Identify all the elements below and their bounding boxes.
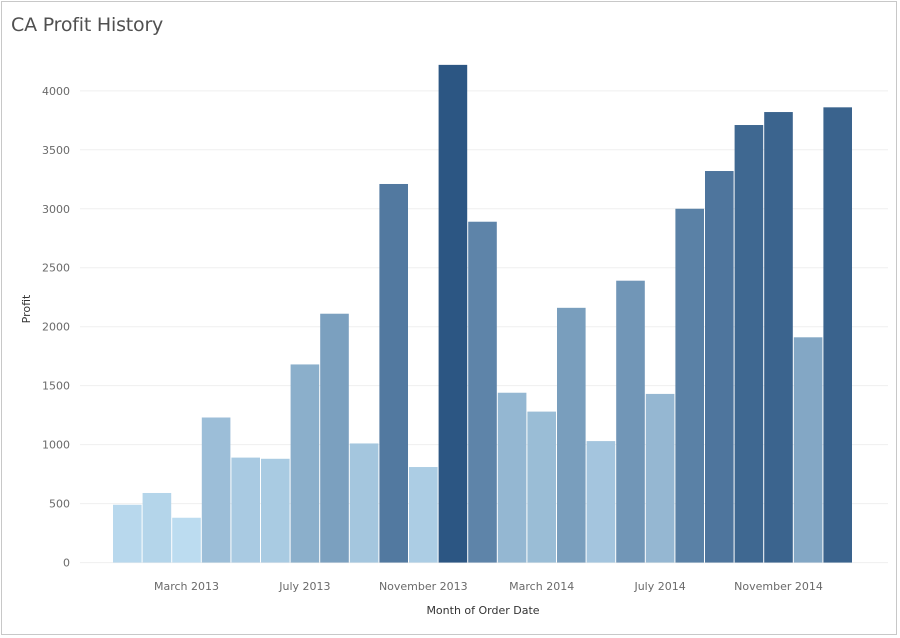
y-tick-label: 3500 <box>42 144 70 157</box>
x-tick-label: March 2014 <box>509 580 574 593</box>
x-tick-label: March 2013 <box>154 580 219 593</box>
bar-19 <box>645 393 675 563</box>
y-tick-label: 500 <box>49 498 70 511</box>
y-tick-label: 4000 <box>42 85 70 98</box>
bar-4 <box>201 417 231 563</box>
bar-15 <box>527 411 556 563</box>
y-tick-label: 3000 <box>42 203 70 216</box>
x-tick-label: November 2013 <box>379 580 468 593</box>
bar-13 <box>468 221 497 563</box>
y-axis-title: Profit <box>20 294 33 323</box>
y-tick-label: 1500 <box>42 380 70 393</box>
bar-23 <box>764 112 793 563</box>
bar-20 <box>675 208 704 563</box>
y-axis-ticks: 0 500 1000 1500 2000 2500 3000 3500 4000 <box>42 85 70 570</box>
chart-title: CA Profit History <box>11 14 164 36</box>
bar-22 <box>734 125 764 563</box>
y-tick-label: 2500 <box>42 262 70 275</box>
x-tick-label: November 2014 <box>734 580 823 593</box>
bars <box>113 64 852 563</box>
bar-10 <box>379 183 408 563</box>
bar-12 <box>438 64 468 563</box>
x-axis-ticks: March 2013 July 2013 November 2013 March 20… <box>154 580 823 593</box>
bar-8 <box>320 313 349 563</box>
bar-21 <box>705 171 734 563</box>
bar-3 <box>172 517 201 563</box>
bar-9 <box>349 443 379 563</box>
bar-25 <box>823 107 852 563</box>
bar-6 <box>261 458 290 563</box>
bar-16 <box>557 307 586 563</box>
bar-24 <box>793 337 823 563</box>
bar-1 <box>113 504 142 563</box>
bar-14 <box>497 392 527 563</box>
bar-7 <box>290 364 320 563</box>
y-tick-label: 0 <box>63 557 70 570</box>
x-tick-label: July 2013 <box>278 580 330 593</box>
bar-2 <box>142 492 172 563</box>
bar-18 <box>616 280 645 563</box>
bar-11 <box>409 467 438 563</box>
y-tick-label: 2000 <box>42 321 70 334</box>
x-tick-label: July 2014 <box>633 580 685 593</box>
bar-5 <box>231 457 260 563</box>
bar-17 <box>586 441 616 563</box>
x-axis-title: Month of Order Date <box>426 604 539 617</box>
y-tick-label: 1000 <box>42 439 70 452</box>
